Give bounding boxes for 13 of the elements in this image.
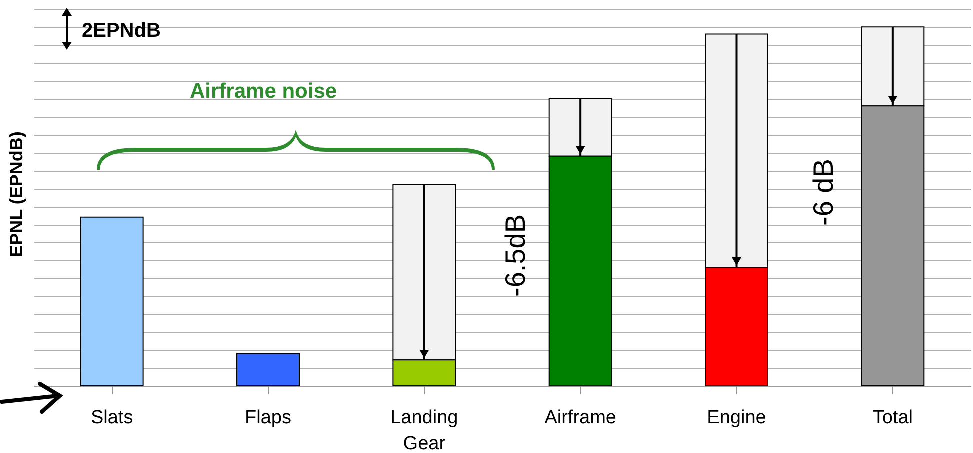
annotation: -6 dB: [808, 159, 840, 226]
bar: [236, 353, 300, 386]
annotation: 2EPNdB: [82, 20, 161, 43]
x-tick-label: Total: [872, 408, 913, 428]
x-tick-label: Landing Gear: [390, 408, 458, 453]
annotation: Airframe noise: [190, 80, 338, 104]
y-axis-title: EPNL (EPNdB): [6, 132, 26, 258]
x-tick-label: Airframe: [544, 408, 616, 428]
x-tick-label: Slats: [90, 408, 134, 428]
x-tick-label: Flaps: [245, 408, 292, 428]
x-tick-label: Engine: [707, 408, 766, 428]
bar: [80, 216, 144, 386]
annotation: -6.5dB: [500, 214, 532, 297]
